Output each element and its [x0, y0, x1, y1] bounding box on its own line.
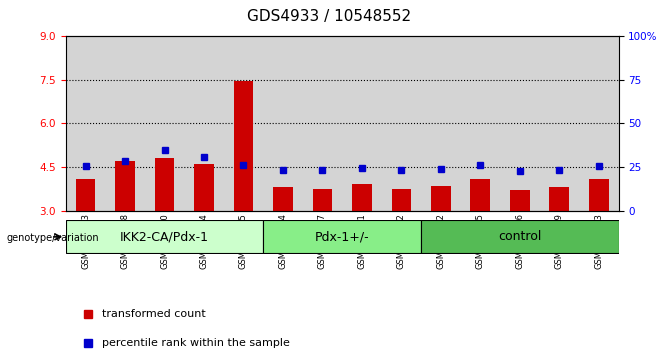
- Text: transformed count: transformed count: [102, 309, 205, 319]
- Bar: [273, 187, 293, 211]
- Bar: [145, 36, 184, 211]
- Bar: [66, 220, 263, 253]
- Bar: [342, 36, 382, 211]
- Bar: [540, 36, 579, 211]
- Bar: [105, 36, 145, 211]
- Bar: [431, 186, 451, 211]
- Bar: [115, 161, 135, 211]
- Bar: [589, 179, 609, 211]
- Bar: [421, 36, 461, 211]
- Bar: [470, 179, 490, 211]
- Bar: [263, 220, 421, 253]
- Bar: [155, 158, 174, 211]
- Text: IKK2-CA/Pdx-1: IKK2-CA/Pdx-1: [120, 231, 209, 243]
- Bar: [66, 36, 105, 211]
- Bar: [461, 36, 500, 211]
- Bar: [194, 164, 214, 211]
- Bar: [313, 189, 332, 211]
- Bar: [76, 179, 95, 211]
- Text: control: control: [498, 231, 542, 243]
- Bar: [234, 81, 253, 211]
- Text: genotype/variation: genotype/variation: [7, 233, 99, 243]
- Text: Pdx-1+/-: Pdx-1+/-: [315, 231, 370, 243]
- Bar: [382, 36, 421, 211]
- Text: GDS4933 / 10548552: GDS4933 / 10548552: [247, 9, 411, 24]
- Bar: [352, 184, 372, 211]
- Text: percentile rank within the sample: percentile rank within the sample: [102, 338, 290, 348]
- Bar: [549, 187, 569, 211]
- Bar: [263, 36, 303, 211]
- Bar: [224, 36, 263, 211]
- Bar: [500, 36, 540, 211]
- Bar: [184, 36, 224, 211]
- Bar: [392, 189, 411, 211]
- Bar: [510, 190, 530, 211]
- Bar: [579, 36, 619, 211]
- Bar: [303, 36, 342, 211]
- Bar: [421, 220, 619, 253]
